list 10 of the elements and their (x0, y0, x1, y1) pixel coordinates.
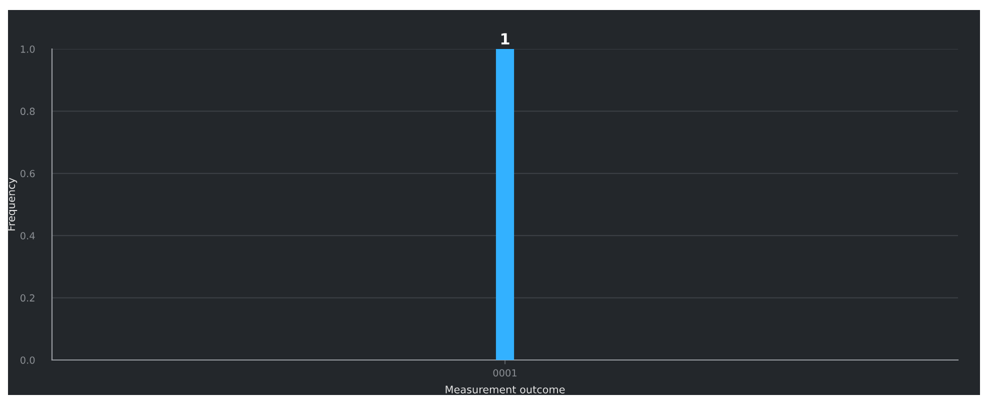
y-tick-label: 0.0 (20, 356, 35, 364)
y-tick-label: 1.0 (20, 45, 35, 53)
x-tick-label: 0001 (493, 369, 516, 377)
data-label: 1 (501, 33, 510, 44)
y-axis-title: Frequency (7, 178, 18, 230)
y-tick-label: 0.8 (20, 108, 35, 116)
y-tick-label: 0.2 (20, 294, 34, 302)
x-axis-title: Measurement outcome (446, 386, 565, 394)
y-tick-label: 0.6 (20, 170, 35, 178)
y-tick-label: 0.4 (20, 232, 35, 240)
